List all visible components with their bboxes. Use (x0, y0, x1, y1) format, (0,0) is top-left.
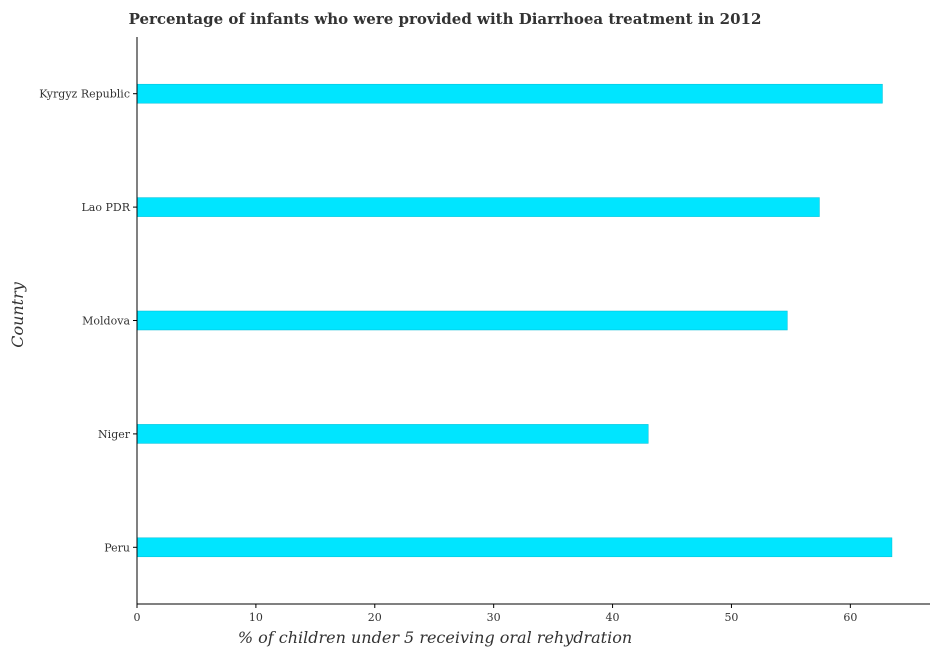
y-tick-label: Niger (98, 428, 131, 441)
y-tick-label: Peru (104, 541, 130, 554)
x-axis-label: % of children under 5 receiving oral reh… (238, 628, 632, 647)
bar-peru (136, 537, 893, 558)
x-tick-label: 10 (249, 611, 263, 624)
x-tick-label: 30 (487, 611, 501, 624)
bar-moldova (136, 310, 788, 331)
bar-lao-pdr (136, 197, 820, 217)
bars-group (136, 83, 893, 558)
x-ticks-group: 0 10 20 30 40 50 60 (134, 604, 857, 624)
chart-title: Percentage of infants who were provided … (129, 10, 762, 28)
x-tick-label: 60 (843, 611, 857, 624)
y-tick-label: Kyrgyz Republic (39, 88, 130, 101)
y-tick-label: Moldova (82, 315, 130, 328)
bar-kyrgyz-republic (136, 83, 883, 104)
x-tick-label: 50 (724, 611, 738, 624)
x-tick-label: 20 (368, 611, 382, 624)
y-tick-label: Lao PDR (82, 201, 131, 214)
x-tick-label: 40 (606, 611, 620, 624)
y-axis-label: Country (8, 281, 27, 348)
x-tick-label: 0 (134, 611, 141, 624)
y-ticks-group: Kyrgyz Republic Lao PDR Moldova Niger Peru (39, 88, 137, 554)
bar-niger (136, 424, 649, 444)
